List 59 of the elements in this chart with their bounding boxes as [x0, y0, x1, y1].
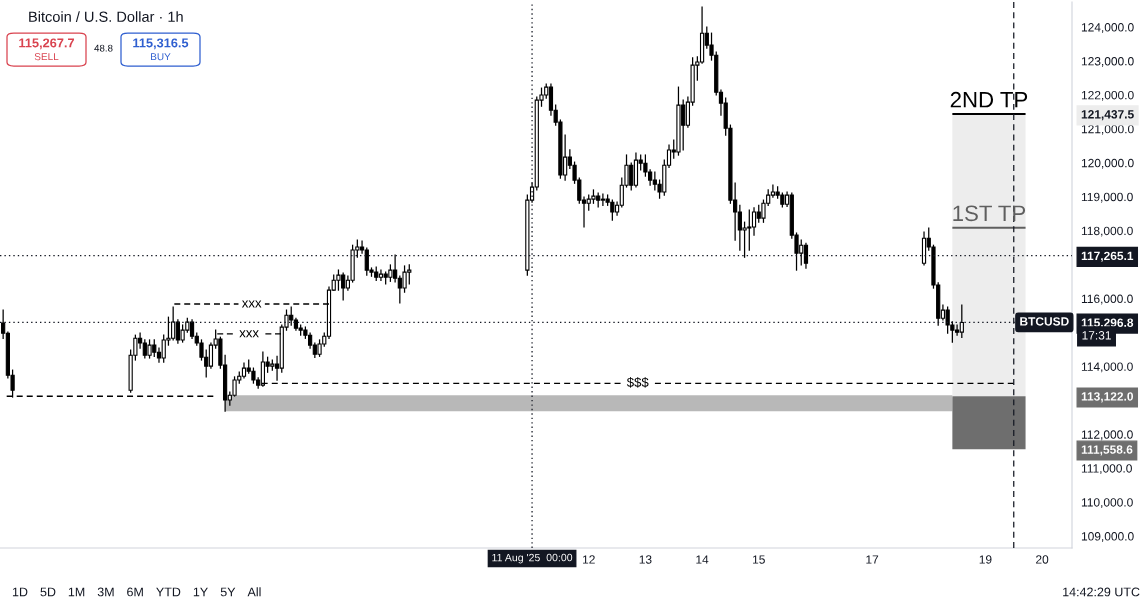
- annotation: BUY: [151, 53, 171, 61]
- y-tick-label: 114,000.0: [1081, 362, 1133, 373]
- y-tick-label: 119,000.0: [1081, 192, 1133, 203]
- x-tick-label: 15: [753, 555, 765, 564]
- candlestick: [751, 207, 757, 236]
- y-tick-label: 120,000.0: [1081, 158, 1134, 169]
- ref-line-label: BTCUSD: [1020, 317, 1069, 326]
- candlestick: [232, 376, 237, 397]
- annotation: 115,267.7: [19, 38, 75, 50]
- x-tick-label: 17: [866, 555, 879, 564]
- y-tick-label: 113,122.0: [1081, 392, 1134, 403]
- candlestick: [600, 193, 606, 206]
- candlestick: [378, 269, 384, 281]
- text: 1D: [12, 587, 28, 597]
- x-tick-label: 20: [1036, 555, 1049, 564]
- candlestick: [803, 242, 809, 269]
- chart-title: Bitcoin / U.S. Dollar · 1h: [29, 11, 183, 22]
- y-tick-label: 122,000.0: [1081, 90, 1134, 101]
- series-label: 2ND TP: [950, 91, 1028, 108]
- x-tick-label: 19: [979, 555, 992, 564]
- y-tick-label: 117,265.1: [1081, 251, 1134, 262]
- text: All: [247, 587, 261, 597]
- text: 3M: [97, 587, 114, 597]
- annotation: 48.8: [94, 44, 113, 52]
- y-tick-label: 124,000.0: [1081, 23, 1134, 33]
- y-tick-label: 115,296.8: [1081, 318, 1134, 329]
- y-tick-label: 109,000.0: [1081, 532, 1134, 542]
- y-tick-label: 116,000.0: [1081, 294, 1133, 305]
- annotation: 115,316.5: [133, 38, 189, 50]
- text: 17:31: [1082, 331, 1111, 340]
- y-tick-label: 121,000.0: [1081, 124, 1134, 135]
- ref-line-label: 11 Aug '25 00:00: [492, 553, 573, 564]
- y-tick-label: 111,558.6: [1081, 445, 1133, 456]
- series-label: xxx: [241, 300, 262, 308]
- text: 1M: [68, 587, 85, 597]
- candlestick: [402, 265, 407, 293]
- x-tick-label: 12: [583, 555, 595, 564]
- y-tick-label: 112,000.0: [1081, 430, 1133, 441]
- text: 1Y: [193, 587, 208, 597]
- candlestick: [959, 304, 964, 338]
- text: 5Y: [220, 587, 236, 597]
- annotation: SELL: [34, 53, 59, 61]
- y-tick-label: 118,000.0: [1081, 226, 1133, 237]
- y-tick-label: 121,437.5: [1081, 110, 1134, 121]
- candlestick: [208, 342, 214, 369]
- y-tick-label: 110,000.0: [1081, 498, 1133, 509]
- text: YTD: [156, 587, 181, 597]
- text: 5D: [40, 587, 56, 597]
- candlestick: [336, 269, 341, 291]
- candlestick: [954, 324, 960, 336]
- y-tick-label: 123,000.0: [1081, 57, 1134, 67]
- text: 14:42:29 UTC: [1063, 587, 1140, 597]
- x-tick-label: 13: [639, 555, 652, 564]
- x-tick-label: 14: [696, 555, 709, 564]
- series-label: 1ST TP: [953, 205, 1026, 222]
- series-label: xxx: [239, 330, 259, 338]
- y-tick-label: 111,000.0: [1081, 464, 1132, 475]
- series-label: $$$: [626, 377, 649, 388]
- text: 6M: [127, 587, 143, 597]
